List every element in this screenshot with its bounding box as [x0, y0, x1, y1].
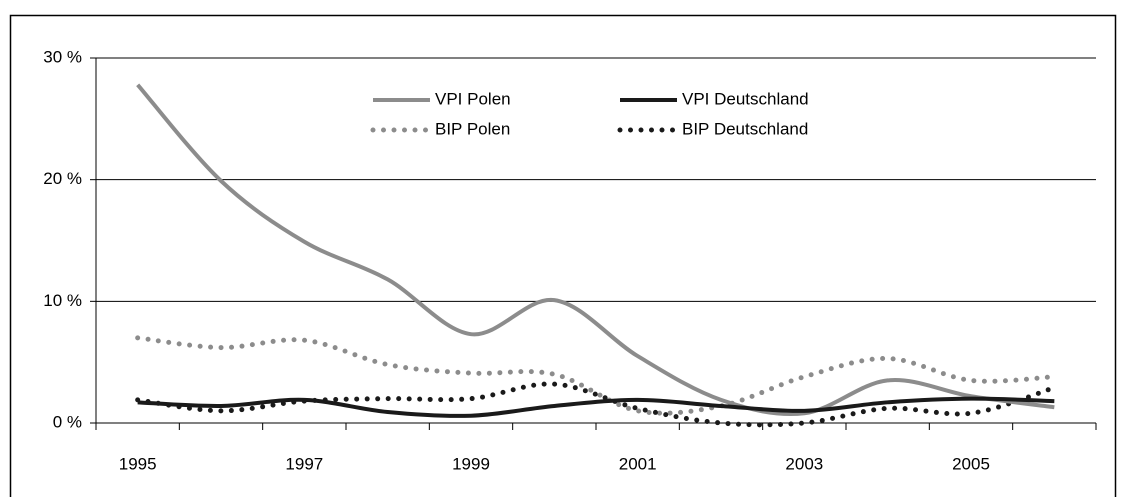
x-tick-label: 2003	[785, 454, 823, 473]
y-tick-label: 0 %	[53, 412, 82, 431]
x-tick-label: 1995	[119, 454, 157, 473]
series-line	[135, 381, 1057, 428]
series-line	[137, 396, 1055, 418]
legend-label: VPI Deutschland	[682, 89, 809, 108]
x-tick-label: 1999	[452, 454, 490, 473]
y-tick-label: 30 %	[43, 47, 82, 66]
legend-label: BIP Deutschland	[682, 119, 808, 138]
y-tick-label: 10 %	[43, 291, 82, 310]
series-line	[135, 335, 1057, 416]
x-tick-label: 2005	[952, 454, 990, 473]
x-tick-label: 1997	[285, 454, 323, 473]
series-line	[136, 83, 1055, 417]
legend-label: BIP Polen	[435, 119, 510, 138]
legend-label: VPI Polen	[435, 89, 511, 108]
x-tick-label: 2001	[619, 454, 657, 473]
y-tick-label: 20 %	[43, 169, 82, 188]
chart-border	[9, 14, 1117, 497]
